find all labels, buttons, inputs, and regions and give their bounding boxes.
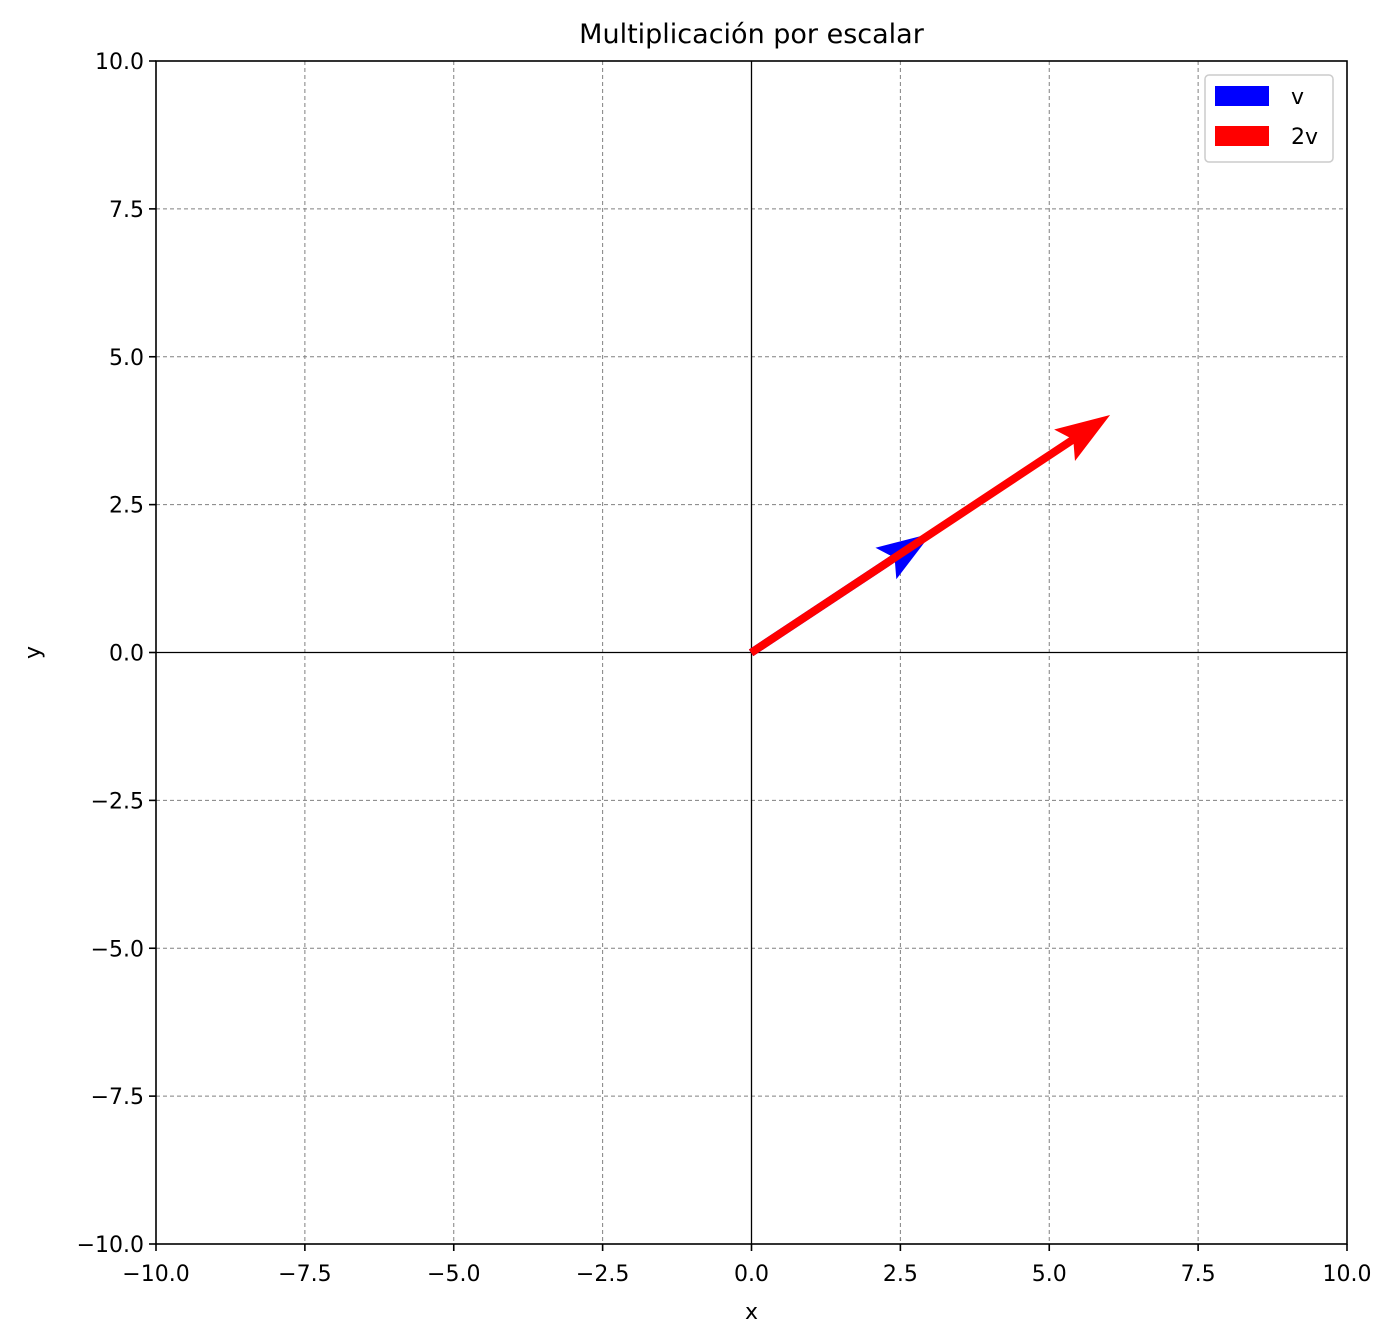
x-tick-label-2: −5.0 [427, 1262, 480, 1287]
y-tick-label-7: 7.5 [109, 198, 144, 223]
x-tick-label-3: −2.5 [576, 1262, 629, 1287]
legend-label-v: v [1291, 85, 1304, 110]
x-tick-label-1: −7.5 [278, 1262, 331, 1287]
legend-swatch-2v [1215, 126, 1269, 146]
y-axis-label: y [21, 646, 46, 659]
y-tick-label-5: 2.5 [109, 494, 144, 519]
y-tick-label-6: 5.0 [109, 346, 144, 371]
y-tick-label-4: 0.0 [109, 642, 144, 667]
chart-title: Multiplicación por escalar [579, 19, 925, 50]
x-tick-label-7: 7.5 [1181, 1262, 1216, 1287]
y-tick-label-2: −5.0 [91, 937, 144, 962]
y-tick-label-3: −2.5 [91, 789, 144, 814]
legend-label-2v: 2v [1291, 125, 1318, 150]
legend: v 2v [1204, 74, 1334, 163]
y-tick-label-0: −10.0 [77, 1233, 144, 1258]
x-tick-label-4: 0.0 [734, 1262, 769, 1287]
x-tick-label-5: 2.5 [883, 1262, 918, 1287]
legend-swatch-v [1215, 86, 1269, 106]
x-tick-label-6: 5.0 [1032, 1262, 1067, 1287]
x-tick-label-0: −10.0 [122, 1262, 189, 1287]
vectors [748, 415, 1111, 657]
vector-arrow-2v [748, 415, 1111, 657]
y-tick-label-8: 10.0 [95, 50, 144, 75]
y-tick-label-1: −7.5 [91, 1085, 144, 1110]
x-axis-label: x [745, 1300, 758, 1325]
ticks: −10.0 −7.5 −5.0 −2.5 0.0 2.5 5.0 7.5 10.0 −10.0 −7… [77, 50, 1372, 1287]
x-tick-label-8: 10.0 [1323, 1262, 1372, 1287]
